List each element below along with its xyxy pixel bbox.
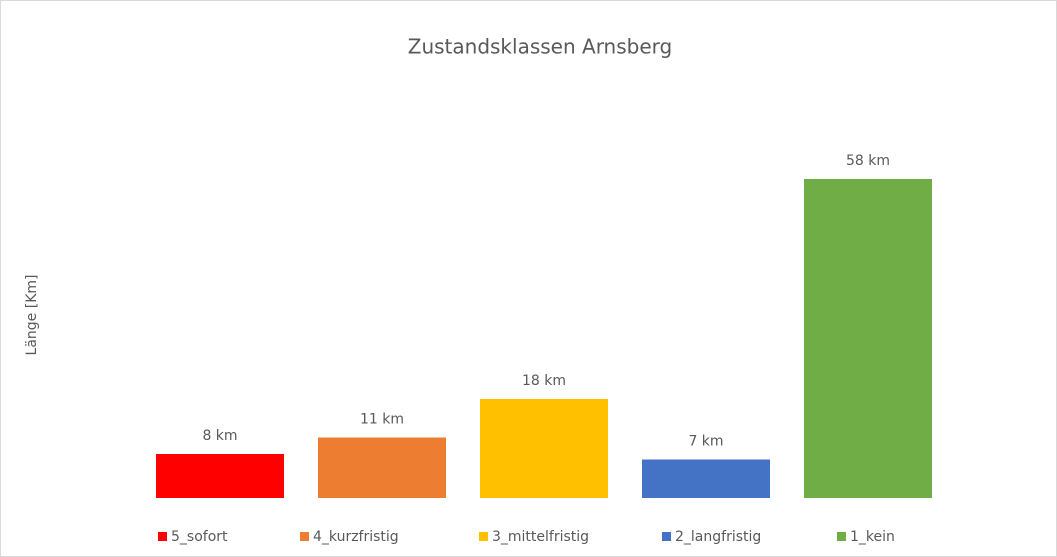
legend-label: 3_mittelfristig xyxy=(492,529,589,545)
chart-title: Zustandsklassen Arnsberg xyxy=(408,35,672,59)
legend-swatch xyxy=(837,532,846,541)
data-label: 7 km xyxy=(688,434,723,450)
legend-swatch xyxy=(300,532,309,541)
bar xyxy=(804,179,932,498)
legend-label: 2_langfristig xyxy=(675,529,761,545)
data-label: 58 km xyxy=(846,153,890,169)
bar xyxy=(642,459,770,498)
bar xyxy=(318,437,446,498)
data-label: 8 km xyxy=(202,428,237,444)
bar xyxy=(480,399,608,498)
data-label: 18 km xyxy=(522,373,566,389)
y-axis-label: Länge [Km] xyxy=(24,275,40,356)
legend-label: 5_sofort xyxy=(171,529,228,545)
legend-swatch xyxy=(158,532,167,541)
bar xyxy=(156,454,284,498)
legend-label: 4_kurzfristig xyxy=(313,529,399,545)
legend-swatch xyxy=(479,532,488,541)
legend-swatch xyxy=(662,532,671,541)
legend-label: 1_kein xyxy=(850,529,895,545)
data-label: 11 km xyxy=(360,412,404,428)
